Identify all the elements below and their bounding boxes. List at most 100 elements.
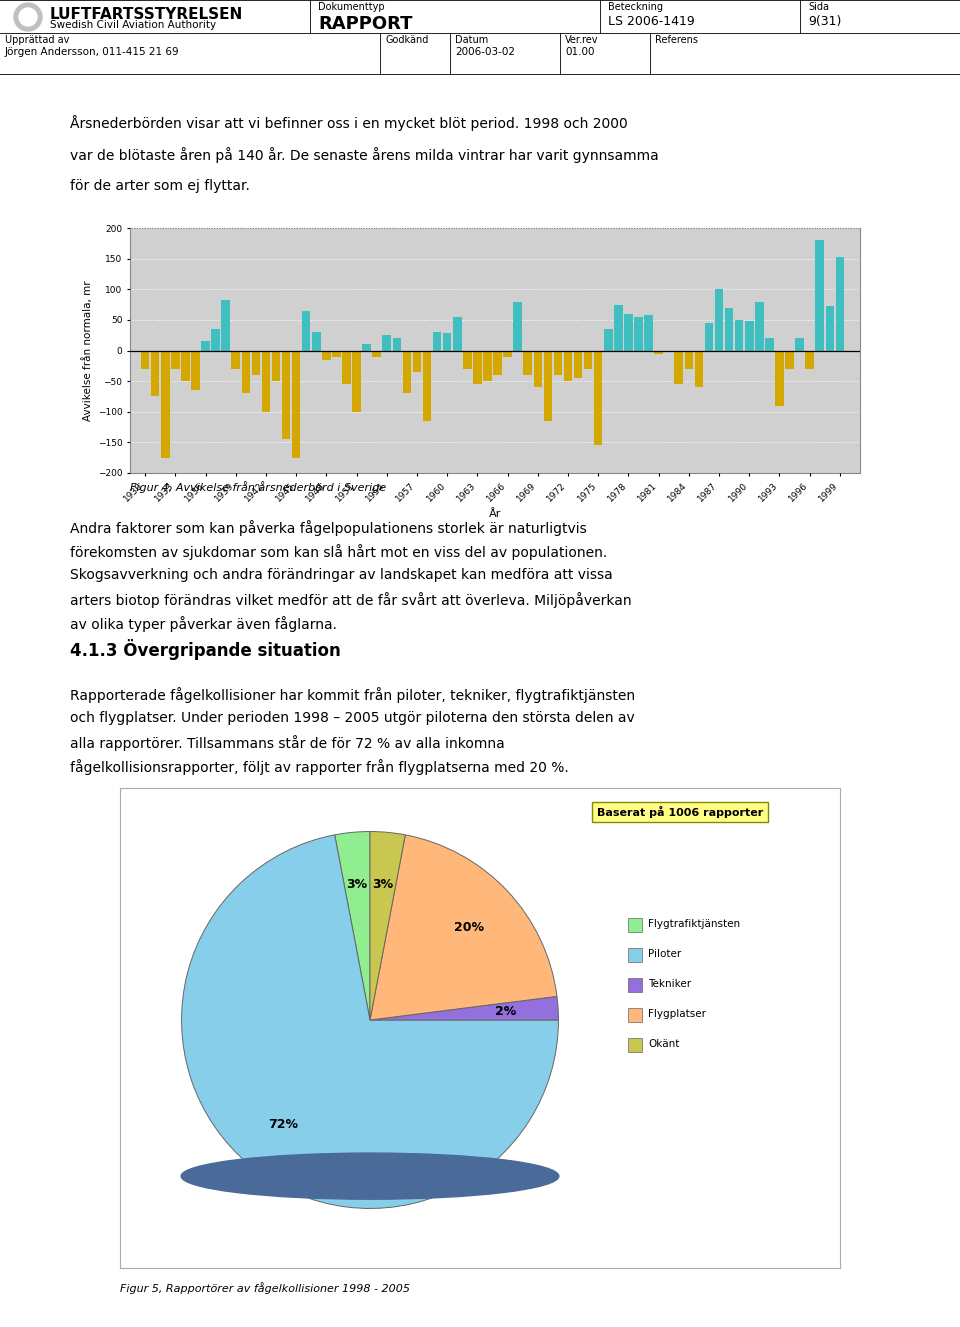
Bar (181, 350, 190, 381)
Bar (393, 338, 401, 350)
Text: Figur 5, Rapportörer av fågelkollisioner 1998 - 2005: Figur 5, Rapportörer av fågelkollisioner… (120, 1282, 410, 1294)
Text: LS 2006-1419: LS 2006-1419 (608, 15, 695, 28)
Circle shape (14, 3, 42, 31)
Text: Okänt: Okänt (648, 1039, 680, 1050)
Bar (151, 350, 159, 397)
Bar (222, 300, 230, 350)
Bar (352, 350, 361, 411)
Text: Andra faktorer som kan påverka fågelpopulationens storlek är naturligtvis: Andra faktorer som kan påverka fågelpopu… (70, 520, 587, 536)
Text: och flygplatser. Under perioden 1998 – 2005 utgör piloterna den största delen av: och flygplatser. Under perioden 1998 – 2… (70, 711, 635, 725)
Bar (211, 329, 220, 350)
Bar (628, 1009, 642, 1022)
Bar (826, 307, 834, 350)
Bar (584, 350, 592, 369)
Bar (775, 350, 783, 406)
Bar (684, 350, 693, 369)
Text: Skogsavverkning och andra förändringar av landskapet kan medföra att vissa: Skogsavverkning och andra förändringar a… (70, 568, 612, 583)
Text: förekomsten av sjukdomar som kan slå hårt mot en viss del av populationen.: förekomsten av sjukdomar som kan slå hår… (70, 544, 608, 560)
Y-axis label: Avvikelse från normala, mr: Avvikelse från normala, mr (83, 280, 93, 421)
Bar (231, 350, 240, 369)
Text: Piloter: Piloter (648, 949, 682, 959)
Wedge shape (181, 835, 559, 1209)
Text: Baserat på 1006 rapporter: Baserat på 1006 rapporter (597, 805, 763, 817)
Bar (755, 301, 763, 350)
Wedge shape (370, 832, 405, 1020)
Bar (574, 350, 583, 378)
Text: Tekniker: Tekniker (648, 979, 691, 989)
Text: Referens: Referens (655, 35, 698, 45)
Ellipse shape (181, 1153, 559, 1200)
Bar (262, 350, 270, 411)
Text: 3%: 3% (372, 878, 394, 892)
Bar (594, 350, 603, 446)
Text: 2%: 2% (494, 1005, 516, 1018)
Bar (564, 350, 572, 381)
Text: Ver.rev: Ver.rev (565, 35, 598, 45)
Text: 4.1.3 Övergripande situation: 4.1.3 Övergripande situation (70, 640, 341, 661)
Text: fågelkollisionsrapporter, följt av rapporter från flygplatserna med 20 %.: fågelkollisionsrapporter, följt av rappo… (70, 759, 568, 775)
X-axis label: År: År (489, 508, 501, 519)
Bar (655, 350, 663, 353)
Text: 9(31): 9(31) (808, 15, 841, 28)
Bar (483, 350, 492, 381)
Bar (628, 918, 642, 932)
Bar (372, 350, 381, 357)
Bar (715, 289, 723, 350)
Bar (534, 350, 542, 387)
Bar (453, 317, 462, 350)
Text: Flygplatser: Flygplatser (648, 1009, 706, 1019)
Bar (382, 336, 391, 350)
Text: Årsnederbörden visar att vi befinner oss i en mycket blöt period. 1998 och 2000: Årsnederbörden visar att vi befinner oss… (70, 115, 628, 131)
Text: Upprättad av: Upprättad av (5, 35, 69, 45)
Bar (292, 350, 300, 458)
Wedge shape (335, 832, 370, 1020)
Bar (628, 978, 642, 993)
Bar (735, 320, 743, 350)
Bar (644, 314, 653, 350)
Text: arters biotop förändras vilket medför att de får svårt att överleva. Miljöpåverk: arters biotop förändras vilket medför at… (70, 592, 632, 608)
Bar (402, 350, 411, 393)
Text: av olika typer påverkar även fåglarna.: av olika typer påverkar även fåglarna. (70, 616, 337, 632)
Wedge shape (370, 835, 557, 1020)
Bar (628, 947, 642, 962)
Text: Datum: Datum (455, 35, 489, 45)
Bar (835, 257, 844, 350)
Bar (815, 240, 824, 350)
Bar (725, 308, 733, 350)
Text: 3%: 3% (347, 878, 368, 892)
Text: Figur 4, Avvikelse från årsnederbörd i Sverige: Figur 4, Avvikelse från årsnederbörd i S… (130, 480, 386, 492)
Text: LUFTFARTSSTYRELSEN: LUFTFARTSSTYRELSEN (50, 7, 243, 23)
Bar (282, 350, 290, 439)
Bar (422, 350, 431, 421)
Circle shape (19, 8, 37, 27)
Text: RAPPORT: RAPPORT (318, 15, 413, 33)
Bar (473, 350, 482, 385)
Text: Swedish Civil Aviation Authority: Swedish Civil Aviation Authority (50, 20, 216, 31)
Text: Flygtrafiktjänsten: Flygtrafiktjänsten (648, 920, 740, 929)
Text: 20%: 20% (454, 921, 484, 934)
Text: Sida: Sida (808, 3, 829, 12)
Bar (695, 350, 703, 387)
Bar (242, 350, 250, 393)
Text: Dokumenttyp: Dokumenttyp (318, 3, 385, 12)
Bar (614, 305, 623, 350)
Bar (463, 350, 471, 369)
Bar (604, 329, 612, 350)
Bar (342, 350, 350, 385)
Bar (252, 350, 260, 376)
Text: för de arter som ej flyttar.: för de arter som ej flyttar. (70, 179, 250, 192)
Text: Godkänd: Godkänd (385, 35, 428, 45)
Bar (628, 1038, 642, 1052)
Bar (705, 322, 713, 350)
Bar (413, 350, 421, 372)
Bar (554, 350, 563, 376)
Bar (543, 350, 552, 421)
Bar (785, 350, 794, 369)
Wedge shape (370, 997, 559, 1020)
Bar (503, 350, 512, 357)
Text: Beteckning: Beteckning (608, 3, 663, 12)
Text: Jörgen Andersson, 011-415 21 69: Jörgen Andersson, 011-415 21 69 (5, 46, 180, 57)
Bar (141, 350, 150, 369)
Text: 2006-03-02: 2006-03-02 (455, 46, 515, 57)
Bar (322, 350, 330, 360)
